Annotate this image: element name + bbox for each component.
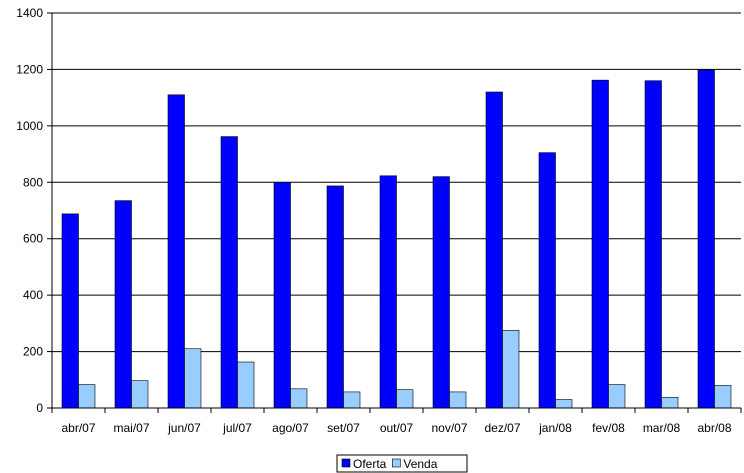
x-tick-label: jul/07 <box>222 421 252 435</box>
legend-swatch-venda <box>392 458 401 468</box>
bar-oferta-0 <box>61 213 79 409</box>
x-tick-labels: abr/07 mai/07 jun/07 jul/07 ago/07 set/07 out/… <box>61 421 731 435</box>
bar-venda-3 <box>237 361 255 409</box>
bar-oferta-10 <box>591 79 609 409</box>
y-tick-label: 200 <box>23 345 43 359</box>
bar-venda-5 <box>343 391 361 409</box>
bar-oferta-4 <box>273 181 291 409</box>
bar-oferta-7 <box>432 176 450 409</box>
y-tick-label: 0 <box>36 401 43 415</box>
bar-oferta-6 <box>379 175 397 409</box>
x-tick-label: abr/08 <box>697 421 731 435</box>
bar-venda-4 <box>290 388 308 409</box>
bar-oferta-11 <box>644 80 662 409</box>
x-tick-label: dez/07 <box>484 421 520 435</box>
x-tick-label: jan/08 <box>538 421 572 435</box>
y-tick-label: 600 <box>23 232 43 246</box>
legend-swatch-oferta <box>341 458 351 468</box>
y-tick-label: 1200 <box>16 62 43 76</box>
bar-venda-11 <box>661 396 679 409</box>
x-tick-label: out/07 <box>380 421 414 435</box>
x-tick-label: fev/08 <box>592 421 625 435</box>
legend-label-oferta: Oferta <box>353 457 387 471</box>
bar-oferta-8 <box>485 91 503 409</box>
bar-venda-10 <box>608 384 626 409</box>
bar-venda-8 <box>502 330 520 409</box>
x-tick-label: set/07 <box>327 421 360 435</box>
bar-oferta-2 <box>167 94 185 409</box>
x-tick-label: nov/07 <box>431 421 467 435</box>
x-tick-label: jun/07 <box>167 421 201 435</box>
bar-venda-7 <box>449 391 467 409</box>
bar-venda-12 <box>714 385 732 409</box>
bar-venda-1 <box>131 380 149 409</box>
legend-box <box>336 454 468 473</box>
axes <box>47 12 742 413</box>
y-tick-label: 1000 <box>16 119 43 133</box>
bar-oferta-5 <box>326 185 344 409</box>
bar-venda-6 <box>396 389 414 409</box>
bar-oferta-3 <box>220 136 238 409</box>
bar-venda-9 <box>555 399 573 409</box>
x-tick-label: mai/07 <box>113 421 149 435</box>
x-tick-label: mar/08 <box>643 421 681 435</box>
bar-oferta-1 <box>114 200 132 409</box>
bars <box>61 69 732 409</box>
bar-venda-2 <box>184 348 202 409</box>
y-tick-label: 400 <box>23 288 43 302</box>
legend: Oferta Venda <box>336 454 468 473</box>
y-tick-labels: 0 200 400 600 800 1000 1200 1400 <box>16 6 43 415</box>
legend-label-venda: Venda <box>403 457 437 471</box>
bar-oferta-9 <box>538 152 556 409</box>
y-tick-label: 1400 <box>16 6 43 20</box>
bar-oferta-12 <box>697 69 715 409</box>
y-tick-label: 800 <box>23 175 43 189</box>
x-tick-label: ago/07 <box>272 421 309 435</box>
x-tick-label: abr/07 <box>61 421 95 435</box>
bar-venda-0 <box>78 384 96 409</box>
